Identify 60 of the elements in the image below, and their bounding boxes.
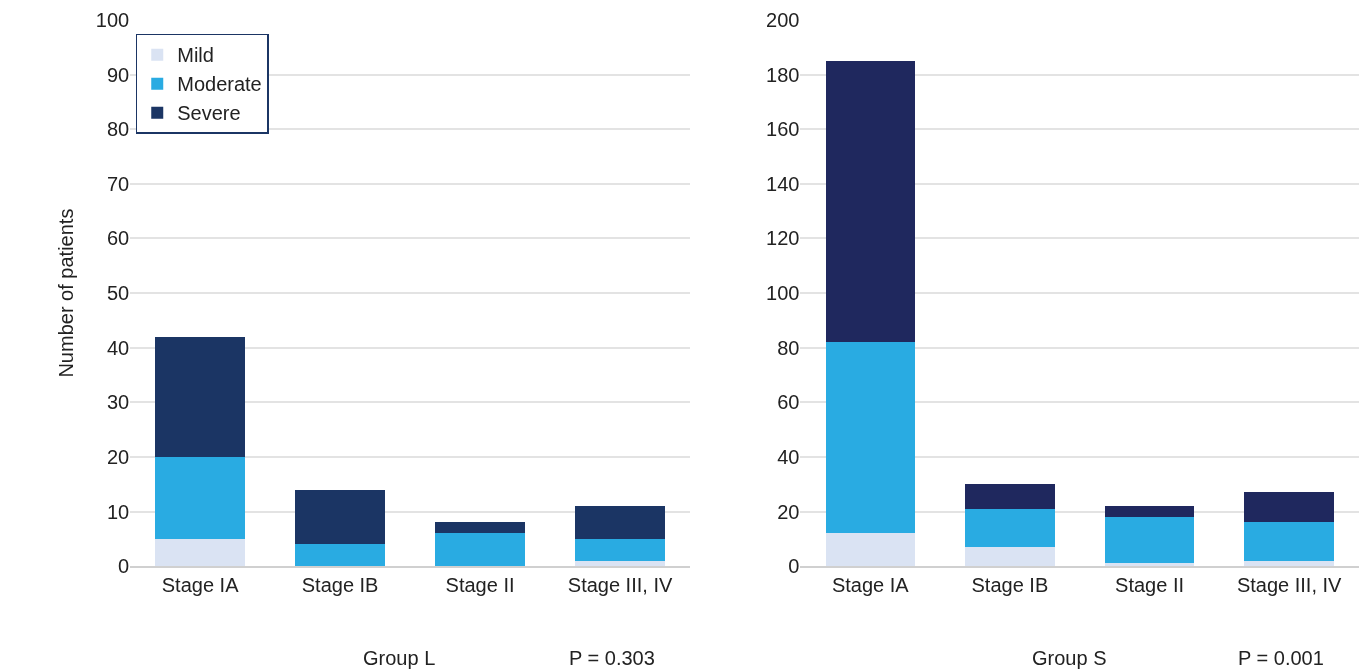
bar [155,456,245,539]
bar [155,336,245,457]
bar [575,506,665,539]
text: P = 0.303 [569,647,655,669]
y-tick-label: 120 [766,227,800,250]
bar [295,489,385,545]
y-tick-label: 20 [777,500,800,523]
y-tick-label: 40 [777,445,800,468]
y-tick-label: 40 [106,336,130,359]
x-tick-label: Stage III, IV [1236,574,1343,597]
bar [155,538,245,567]
legend-label: Severe [177,102,241,125]
y-tick-label: 160 [766,118,800,141]
bar [1244,492,1334,523]
bar [825,61,915,343]
y-tick-label: 60 [777,391,800,414]
bar [575,560,665,567]
y-tick-label: 80 [777,336,800,359]
x-tick-label: Stage II [445,574,515,597]
bar [1244,522,1334,561]
bar [965,508,1055,548]
x-tick-label: Stage IA [831,574,910,597]
y-tick-label: 100 [766,282,800,305]
y-tick-label: 60 [106,227,130,250]
bar [295,544,385,567]
y-axis-title: Number of patients [55,208,78,378]
x-tick-label: Stage II [1115,574,1185,597]
y-tick-label: 0 [788,555,800,578]
y-tick-label: 0 [118,555,130,578]
text: P = 0.001 [1238,647,1324,669]
bar [1244,560,1334,567]
y-tick-label: 80 [106,118,130,141]
bar [825,533,915,567]
bar [1104,563,1195,567]
y-tick-label: 180 [766,63,800,86]
y-tick-label: 20 [106,445,130,468]
bar [965,547,1055,567]
bar [435,522,525,534]
x-tick-label: Stage IB [301,574,379,597]
bar [435,533,525,567]
y-tick-label: 100 [95,9,130,32]
y-tick-label: 50 [106,282,130,305]
y-tick-label: 30 [106,391,130,414]
bar [575,538,665,561]
y-tick-label: 140 [766,172,800,195]
legend-label: Mild [177,44,214,67]
text: Group S [1032,647,1107,669]
x-tick-label: Stage III, IV [567,574,673,597]
bar [825,342,915,534]
y-tick-label: 70 [106,172,130,195]
bar [965,484,1055,509]
text: Group L [363,647,436,669]
legend-label: Moderate [177,73,262,96]
bar [1104,506,1195,517]
bar [1104,516,1195,564]
y-tick-label: 10 [106,500,130,523]
y-tick-label: 90 [106,63,130,86]
x-tick-label: Stage IA [161,574,240,597]
x-tick-label: Stage IB [971,574,1049,597]
y-tick-label: 200 [766,9,800,32]
